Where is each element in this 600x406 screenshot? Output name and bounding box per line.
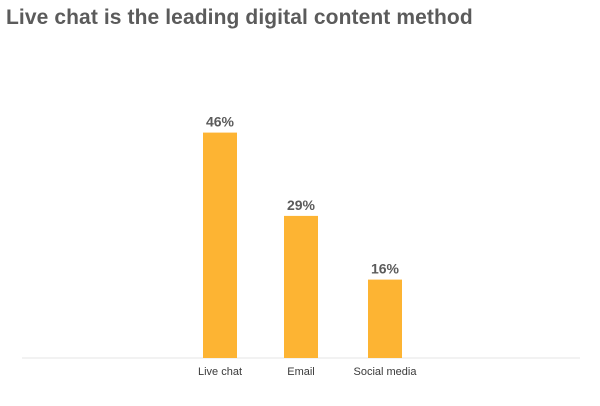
bar-live-chat	[203, 132, 237, 358]
category-label-social-media: Social media	[354, 366, 418, 378]
value-label-email: 29%	[287, 197, 316, 213]
value-label-social-media: 16%	[371, 261, 400, 277]
bar-social-media	[368, 279, 402, 358]
value-label-live-chat: 46%	[206, 114, 235, 130]
category-label-live-chat: Live chat	[198, 366, 242, 378]
chart-title: Live chat is the leading digital content…	[6, 6, 473, 29]
category-label-email: Email	[287, 366, 315, 378]
bar-email	[284, 215, 318, 358]
